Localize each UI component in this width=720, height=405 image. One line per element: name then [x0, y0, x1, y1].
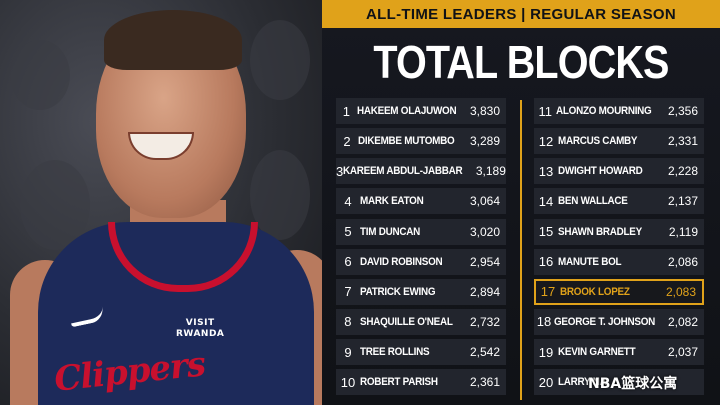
leader-value: 3,830 [469, 104, 500, 118]
crowd-blob [250, 20, 310, 100]
leader-value: 2,137 [667, 194, 698, 209]
leader-rank: 12 [538, 133, 554, 149]
leader-rank: 16 [538, 254, 554, 270]
leader-rank: 14 [538, 193, 554, 209]
leader-row: 20 LARRY NA [534, 369, 704, 396]
leader-row: 5 TIM DUNCAN 3,020 [336, 218, 506, 245]
leaders-column-left: 1 HAKEEM OLAJUWON 3,830 2 DIKEMBE MUTOMBO 3,2… [336, 98, 506, 399]
leader-name: PATRICK EWING [360, 285, 436, 298]
leader-value: 2,086 [667, 254, 698, 269]
leader-row: 8 SHAQUILLE O'NEAL 2,732 [336, 308, 506, 335]
leader-rank: 3 [336, 163, 344, 179]
leader-value: 2,732 [469, 314, 500, 329]
leader-value: 2,356 [667, 104, 698, 118]
leader-rank: 6 [344, 254, 352, 270]
leader-name: MANUTE BOL [558, 255, 622, 268]
leader-rank: 19 [538, 344, 554, 360]
leader-name: TIM DUNCAN [360, 225, 421, 238]
leader-rank: 10 [340, 374, 356, 390]
crowd-blob [250, 150, 310, 240]
leader-rank: 8 [344, 314, 352, 330]
leader-row: 17 BROOK LOPEZ 2,083 [534, 278, 704, 305]
leader-name: LARRY NA [558, 376, 607, 389]
leader-row: 12 MARCUS CAMBY 2,331 [534, 128, 704, 155]
leader-value: 3,289 [469, 134, 500, 149]
leader-rank: 7 [344, 284, 352, 300]
leader-row: 9 TREE ROLLINS 2,542 [336, 339, 506, 366]
leader-rank: 4 [344, 193, 352, 209]
leader-name: GEORGE T. JOHNSON [554, 315, 656, 328]
leader-name: SHAWN BRADLEY [558, 225, 642, 238]
leader-name: ROBERT PARISH [360, 376, 438, 389]
subtitle-bar: ALL-TIME LEADERS | REGULAR SEASON [322, 0, 720, 28]
leader-rank: 13 [538, 163, 554, 179]
leader-rank: 2 [343, 133, 351, 149]
leader-row: 10 ROBERT PARISH 2,361 [336, 369, 506, 396]
leader-rank: 9 [344, 344, 352, 360]
leader-row: 2 DIKEMBE MUTOMBO 3,289 [336, 128, 506, 155]
leader-name: DWIGHT HOWARD [558, 165, 643, 178]
leader-rank: 15 [538, 224, 554, 240]
leader-name: HAKEEM OLAJUWON [356, 105, 457, 117]
leader-name: TREE ROLLINS [360, 346, 430, 359]
leader-row: 7 PATRICK EWING 2,894 [336, 278, 506, 305]
leader-value: 2,228 [667, 164, 698, 179]
leader-row: 1 HAKEEM OLAJUWON 3,830 [336, 98, 506, 124]
leader-value: 3,189 [475, 164, 506, 179]
player-photo: VISIT RWANDA Clippers [0, 0, 325, 405]
leader-name: DIKEMBE MUTOMBO [358, 135, 455, 148]
leader-row: 16 MANUTE BOL 2,086 [534, 248, 704, 275]
leader-name: SHAQUILLE O'NEAL [359, 315, 453, 328]
jersey-sponsor: VISIT RWANDA [176, 318, 224, 340]
leader-name: MARCUS CAMBY [558, 135, 638, 148]
leader-value: 3,064 [469, 194, 500, 209]
leader-row: 19 KEVIN GARNETT 2,037 [534, 339, 704, 366]
leader-value: 2,082 [667, 314, 698, 329]
leader-row: 15 SHAWN BRADLEY 2,119 [534, 218, 704, 245]
leader-rank: 5 [344, 224, 352, 240]
leader-value: 3,020 [469, 224, 500, 239]
leader-value: 2,331 [667, 134, 698, 149]
leader-value: 2,894 [469, 284, 500, 299]
leader-rank: 18 [536, 314, 552, 330]
crowd-blob [10, 40, 70, 110]
leader-row: 14 BEN WALLACE 2,137 [534, 188, 704, 215]
leader-name: KEVIN GARNETT [558, 346, 636, 359]
leader-name: KAREEM ABDUL-JABBAR [343, 165, 463, 178]
sponsor-line1: VISIT [185, 318, 215, 328]
player-hair [104, 10, 242, 70]
leaders-panel: ALL-TIME LEADERS | REGULAR SEASON TOTAL … [322, 0, 720, 405]
leader-name: BROOK LOPEZ [560, 285, 630, 298]
leader-value: 2,954 [469, 254, 500, 269]
leader-rank: 1 [342, 103, 350, 119]
leader-name: BEN WALLACE [558, 195, 628, 208]
leader-rank: 11 [538, 103, 552, 119]
leader-value: 2,361 [469, 375, 500, 390]
leader-row: 18 GEORGE T. JOHNSON 2,082 [534, 308, 704, 335]
leader-row: 11 ALONZO MOURNING 2,356 [534, 98, 704, 124]
leader-value: 2,542 [469, 345, 500, 360]
leader-row: 3 KAREEM ABDUL-JABBAR 3,189 [336, 158, 506, 185]
leader-rank: 20 [538, 374, 554, 390]
leader-name: DAVID ROBINSON [360, 255, 443, 268]
leaders-column-right: 11 ALONZO MOURNING 2,356 12 MARCUS CAMBY 2,33… [534, 98, 704, 399]
leader-row: 6 DAVID ROBINSON 2,954 [336, 248, 506, 275]
page-title: TOTAL BLOCKS [373, 36, 669, 88]
crowd-blob [20, 160, 90, 250]
leader-row: 4 MARK EATON 3,064 [336, 188, 506, 215]
leader-value: 2,037 [667, 345, 698, 360]
sponsor-line2: RWANDA [176, 329, 225, 339]
leader-row: 13 DWIGHT HOWARD 2,228 [534, 158, 704, 185]
leader-name: ALONZO MOURNING [556, 105, 652, 117]
leader-rank: 17 [540, 284, 556, 300]
leader-value: 2,119 [668, 224, 698, 239]
leader-name: MARK EATON [360, 195, 424, 208]
column-divider [520, 100, 522, 400]
watermark: NBA篮球公寓 [588, 376, 678, 392]
leader-value: 2,083 [665, 284, 696, 299]
